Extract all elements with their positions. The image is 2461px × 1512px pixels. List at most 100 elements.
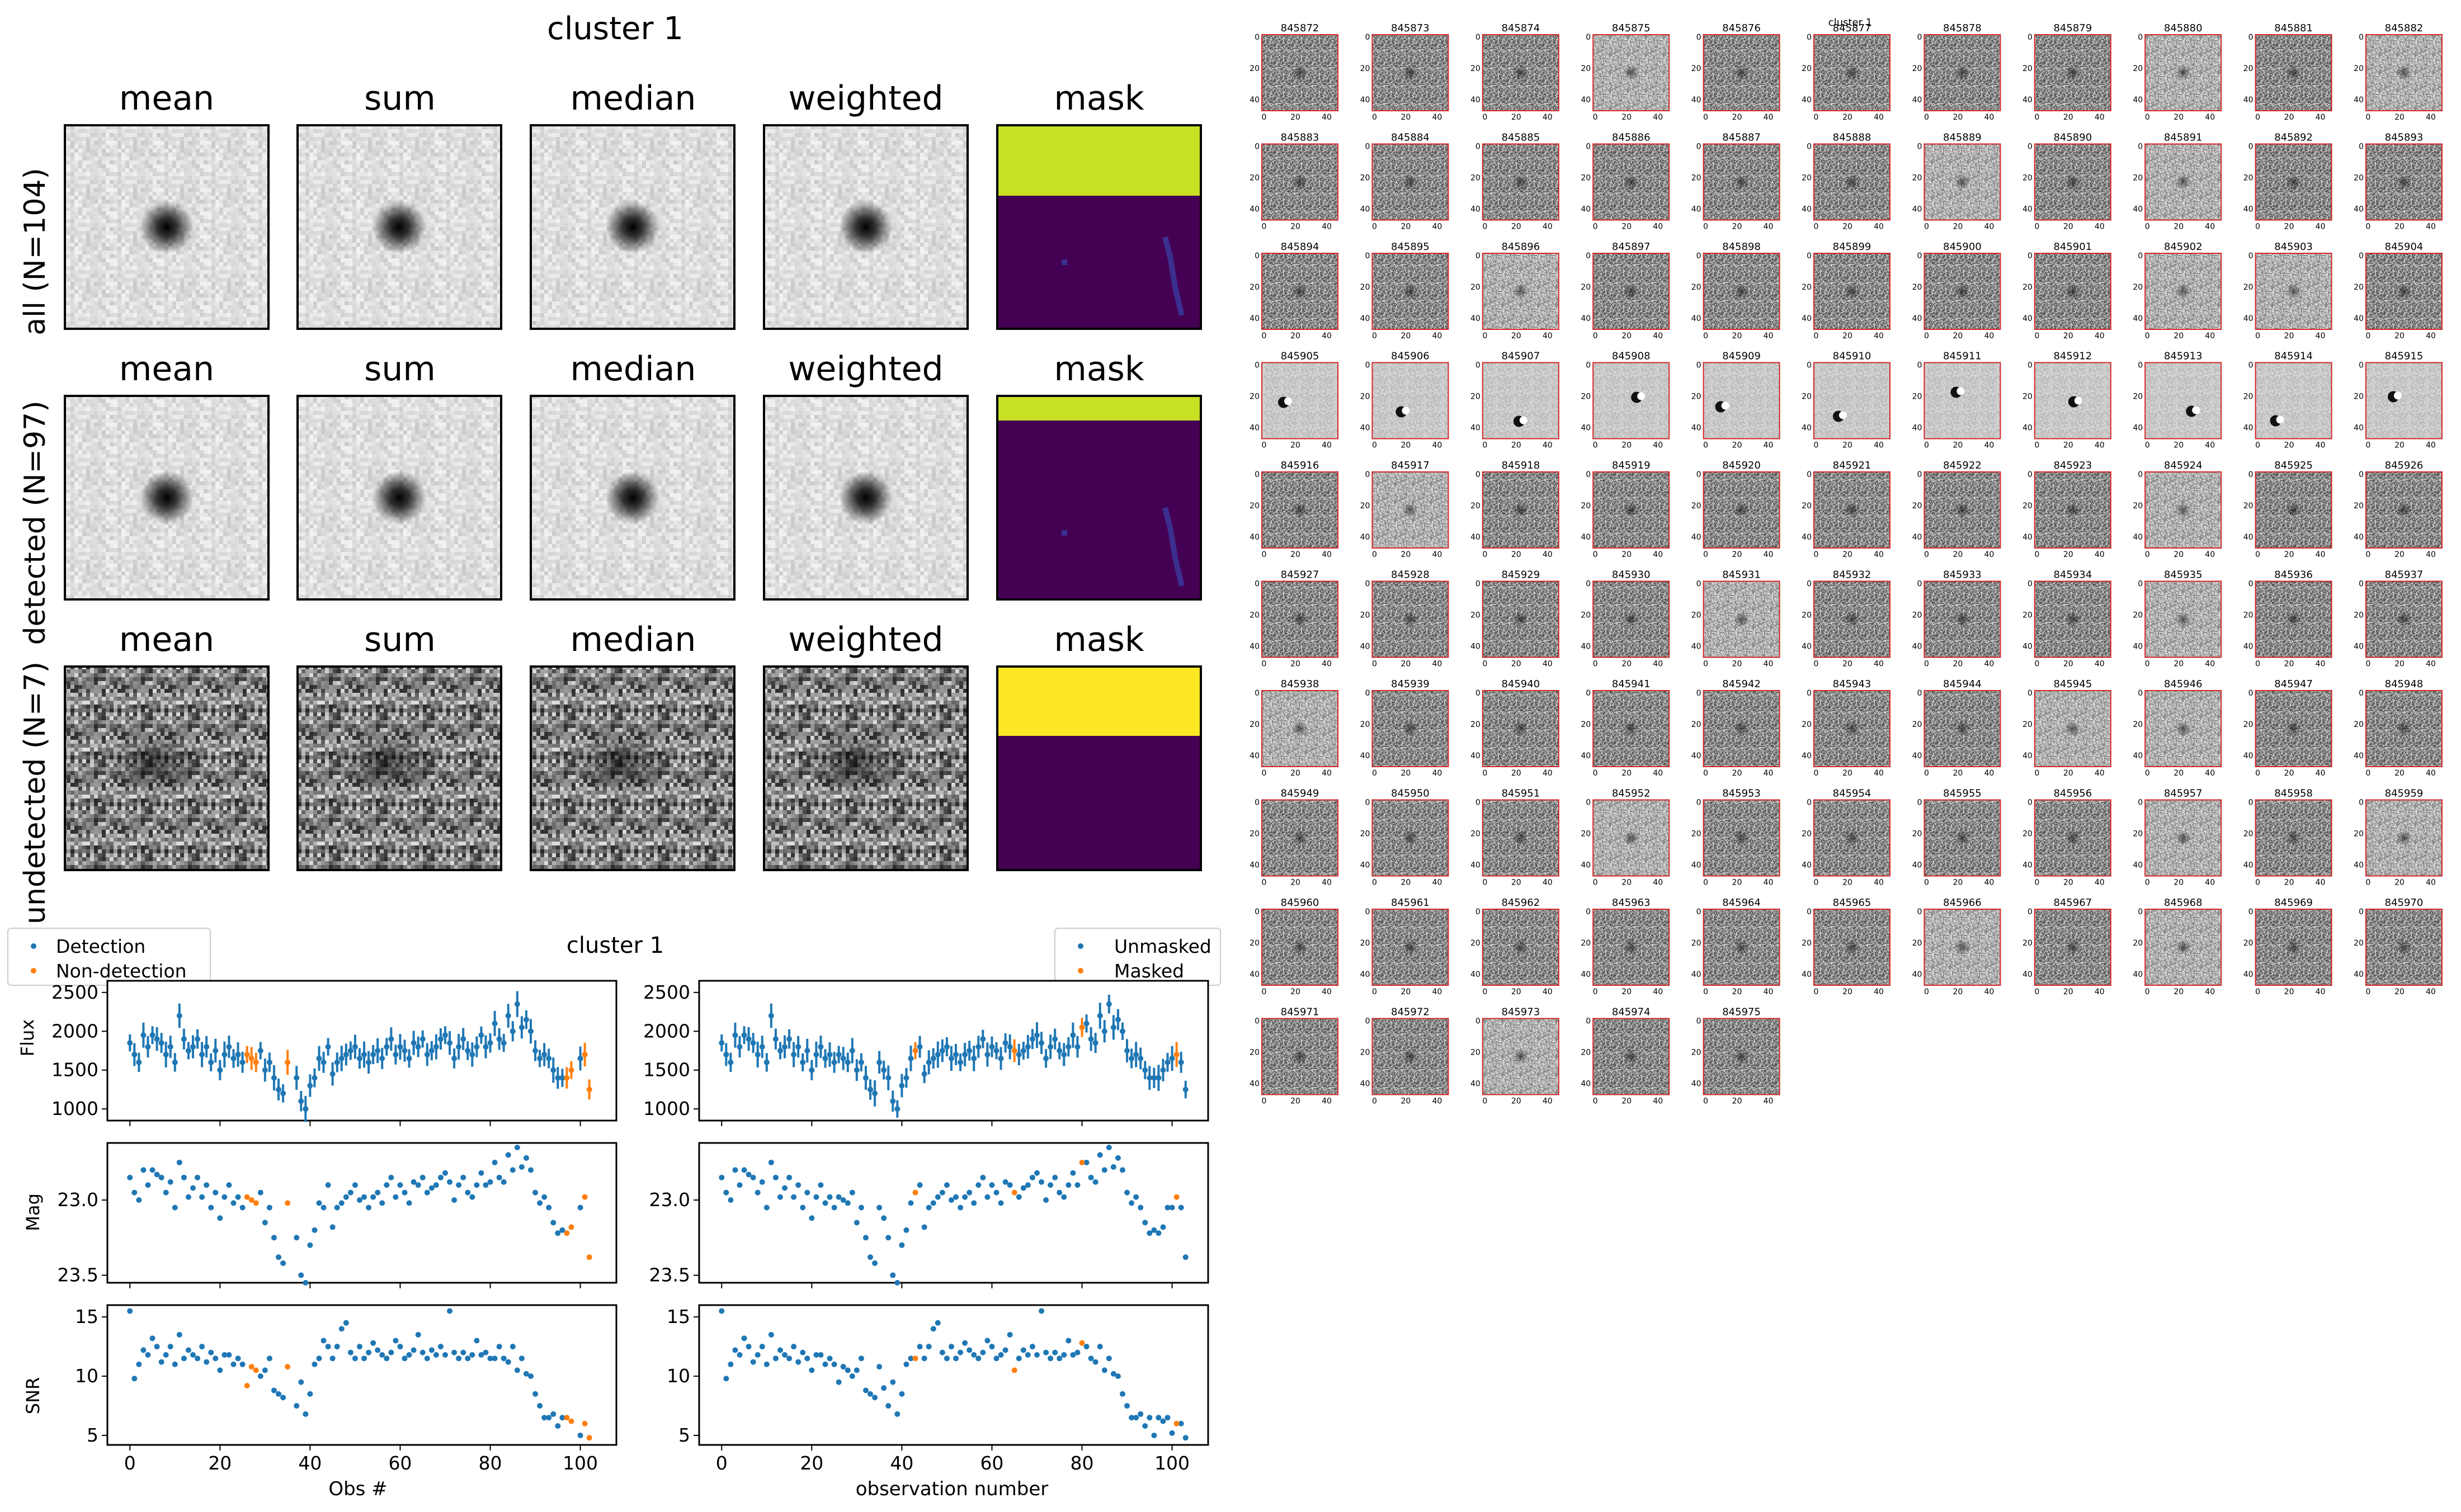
legend-swatch-detection <box>31 943 36 949</box>
point-unmasked <box>772 1036 779 1042</box>
stamp-ytick: 40 <box>2022 752 2033 760</box>
point-non-detection <box>248 1197 254 1203</box>
point-detection <box>136 1361 142 1367</box>
stamp-ytick: 20 <box>2354 393 2364 401</box>
stamp-xtick: 20 <box>1842 113 1852 122</box>
point-unmasked <box>795 1182 802 1188</box>
point-detection <box>518 1355 525 1362</box>
point-unmasked <box>1057 1189 1063 1196</box>
stamp-ytick: 40 <box>1691 861 1701 870</box>
stamp-ytick: 40 <box>1802 314 1812 323</box>
stamp-ytick: 20 <box>1912 720 1922 729</box>
stamp-xtick: 0 <box>2255 332 2260 341</box>
point-unmasked <box>980 1174 986 1180</box>
col-title-sum: sum <box>364 79 436 118</box>
point-detection <box>447 1179 453 1185</box>
point-unmasked <box>822 1361 828 1367</box>
stamp-ytick: 40 <box>1802 861 1812 870</box>
stamp-xtick: 40 <box>1653 1097 1663 1106</box>
stamp-ytick: 20 <box>2022 502 2033 511</box>
point-unmasked <box>1061 1051 1067 1057</box>
stamp-ytick: 0 <box>1917 252 1922 261</box>
point-detection <box>239 1361 246 1367</box>
xtick-label: 80 <box>1071 1452 1094 1474</box>
point-detection <box>226 1182 232 1188</box>
stamp-id-label: 845965 <box>1833 897 1871 909</box>
stamp-xtick: 40 <box>2095 987 2105 996</box>
point-detection <box>487 1040 493 1046</box>
stamp-ytick: 20 <box>1581 611 1591 620</box>
stamp-ytick: 20 <box>1581 1048 1591 1057</box>
point-unmasked <box>768 1331 774 1338</box>
point-unmasked <box>1016 1051 1022 1057</box>
point-detection <box>303 1411 309 1417</box>
stamp-id-label: 845952 <box>1612 788 1651 800</box>
stamp-xtick: 20 <box>2284 332 2294 341</box>
stamp-ytick: 40 <box>1581 642 1591 651</box>
point-detection <box>312 1075 318 1081</box>
stamp-xtick: 40 <box>1432 1097 1442 1106</box>
stamp-ytick: 20 <box>2133 64 2143 73</box>
col-title-sum: sum <box>364 620 436 659</box>
stamp-ytick: 40 <box>1802 970 1812 979</box>
col-title-median: median <box>571 79 696 118</box>
point-detection <box>334 1059 340 1065</box>
stamp-xtick: 0 <box>1814 987 1819 996</box>
point-non-detection <box>586 1254 592 1260</box>
stamp-ytick: 20 <box>1691 611 1701 620</box>
stamp-xtick: 40 <box>2426 660 2436 669</box>
stamp-ytick: 0 <box>1586 908 1591 916</box>
point-unmasked <box>831 1204 837 1211</box>
stamp-ytick: 0 <box>1475 689 1481 698</box>
stamp-ytick: 20 <box>1912 939 1922 948</box>
stamp-ytick: 0 <box>1365 1017 1370 1026</box>
stamp-xtick: 40 <box>2205 987 2215 996</box>
stamp-xtick: 40 <box>1984 660 1994 669</box>
stamp-ytick: 20 <box>2243 174 2253 183</box>
stamp-id-label: 845957 <box>2164 788 2203 800</box>
stamp-ytick: 20 <box>1802 502 1812 511</box>
point-detection <box>375 1048 381 1053</box>
stamp-xtick: 20 <box>2174 769 2184 778</box>
point-detection <box>411 1179 417 1185</box>
point-unmasked <box>881 1215 887 1221</box>
col-title-median: median <box>571 349 696 389</box>
point-detection <box>352 1355 358 1362</box>
row-label-detected: detected (N=97) <box>18 400 52 645</box>
point-unmasked <box>1124 1189 1130 1196</box>
ylabel-snr: SNR <box>22 1377 44 1414</box>
xtick-label: 40 <box>890 1452 913 1474</box>
point-unmasked <box>967 1189 973 1196</box>
stamp-ytick: 40 <box>1802 424 1812 433</box>
stamp-id-label: 845923 <box>2053 460 2092 471</box>
stamp-ytick: 40 <box>1912 96 1922 105</box>
point-detection <box>131 1051 138 1057</box>
stamp-xtick: 0 <box>1262 987 1267 996</box>
stamp-ytick: 0 <box>1917 361 1922 370</box>
point-detection <box>145 1044 151 1050</box>
cutout-mask-r2 <box>996 395 1202 601</box>
stamp-ytick: 40 <box>1360 424 1370 433</box>
stamp-xtick: 20 <box>1732 550 1742 559</box>
point-unmasked <box>782 1352 788 1358</box>
stamp-xtick: 20 <box>2174 878 2184 887</box>
stamp-ytick: 40 <box>2243 752 2253 760</box>
point-detection <box>379 1352 385 1358</box>
